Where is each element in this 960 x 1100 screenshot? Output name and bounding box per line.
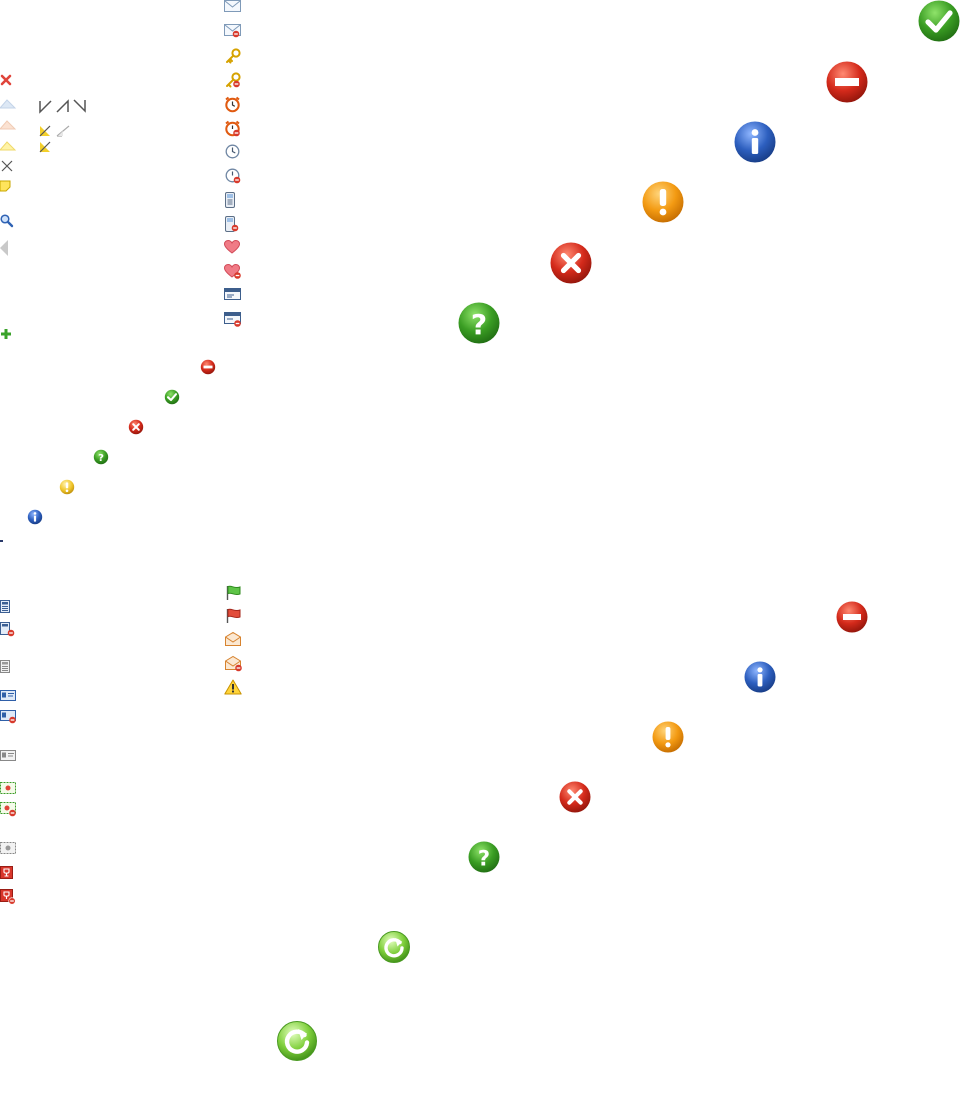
envelope-open-icon (225, 632, 241, 646)
refresh-green-icon[interactable] (277, 1020, 317, 1062)
minus-red-icon (836, 601, 868, 633)
close-gray-icon (1, 160, 13, 172)
sticky-note-icon (0, 181, 10, 191)
exclamation-orange-icon (642, 181, 684, 223)
svg-text:?: ? (478, 847, 490, 871)
grip-gray-bottom-right-icon (56, 125, 70, 137)
triangle-left-gray-icon (0, 240, 9, 256)
calculator-icon (0, 600, 10, 613)
close-red-icon (559, 781, 591, 813)
heart-remove-icon (224, 264, 242, 280)
certificate-gray-icon (0, 842, 16, 854)
grip-yellow-bottom-left-icon (39, 125, 51, 137)
question-green-icon: ? (93, 449, 109, 465)
warning-icon (224, 679, 242, 695)
grip-yellow-bottom-left-icon (39, 141, 51, 153)
question-green-icon: ? (468, 841, 500, 873)
check-green-icon (918, 0, 960, 42)
flag-green-icon (226, 585, 242, 601)
phone-remove-icon (225, 216, 239, 232)
close-red-icon (128, 419, 144, 435)
heart-icon (224, 240, 240, 254)
info-blue-icon (27, 509, 43, 525)
grip-top-right-icon (73, 99, 87, 113)
pixel-dot (0, 540, 3, 542)
plus-green-icon (0, 328, 12, 340)
key-icon (225, 48, 241, 64)
svg-text:?: ? (98, 453, 104, 464)
certificate-icon (0, 782, 16, 794)
close-red-icon (0, 74, 12, 86)
calculator-remove-icon (0, 622, 15, 637)
clock-remove-icon (225, 168, 241, 184)
info-blue-icon (734, 121, 776, 163)
triangle-up-blue-icon (0, 99, 16, 109)
contact-card-gray-icon (0, 750, 16, 761)
refresh-green-icon[interactable] (378, 931, 410, 963)
minus-red-icon (200, 359, 216, 375)
clock-icon (225, 144, 240, 159)
card-icon (224, 288, 241, 300)
contact-card-remove-icon (0, 710, 17, 724)
svg-text:?: ? (471, 308, 487, 341)
grip-bottom-left-icon (38, 99, 52, 113)
question-green-icon: ? (458, 302, 500, 344)
certificate-remove-icon (0, 802, 17, 817)
exclamation-orange-icon (59, 479, 75, 495)
envelope-open-remove-icon (225, 656, 243, 672)
grip-bottom-right-icon (56, 99, 70, 113)
close-red-icon (550, 242, 592, 284)
magnifier-icon (0, 214, 13, 227)
alarm-clock-remove-icon (224, 120, 241, 137)
card-remove-icon (224, 312, 242, 327)
key-remove-icon (225, 72, 241, 88)
trophy-icon (0, 866, 13, 879)
calculator-gray-icon (0, 660, 10, 673)
triangle-up-peach-icon (0, 120, 16, 130)
envelope-icon (224, 0, 241, 12)
contact-card-icon (0, 690, 16, 701)
phone-icon (225, 192, 235, 208)
alarm-clock-icon (224, 96, 241, 113)
info-blue-icon (744, 661, 776, 693)
exclamation-orange-icon (652, 721, 684, 753)
flag-red-icon (226, 608, 242, 624)
triangle-up-yellow-icon (0, 141, 16, 151)
check-green-icon (164, 389, 180, 405)
minus-red-icon (826, 61, 868, 103)
envelope-remove-icon (224, 24, 241, 38)
trophy-remove-icon (0, 889, 16, 905)
